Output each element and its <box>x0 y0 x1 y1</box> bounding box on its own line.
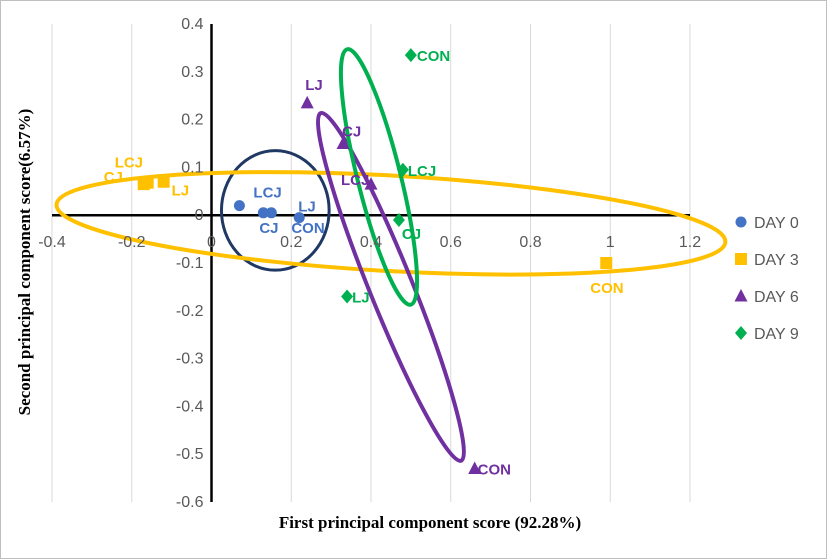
point-day-9-con <box>404 48 417 63</box>
cluster-ellipse-1 <box>54 170 728 277</box>
point-label: LJ <box>305 77 323 94</box>
y-tick-label: 0.2 <box>181 112 203 129</box>
point-label: CJ <box>402 226 421 243</box>
point-label: LJ <box>352 289 370 306</box>
cluster-ellipses <box>54 47 728 463</box>
x-tick-label: 0.4 <box>360 234 382 251</box>
point-label: LJ <box>298 199 316 216</box>
point-label: LCJ <box>341 172 369 189</box>
point-day-6-lj <box>300 95 314 109</box>
y-tick-label: -0.5 <box>176 446 204 463</box>
y-tick-label: 0 <box>195 207 204 224</box>
point-label: CJ <box>342 124 361 141</box>
point-day-0-cj <box>257 207 269 219</box>
x-tick-label: 0.2 <box>280 234 302 251</box>
point-label: CON <box>417 48 450 65</box>
cluster-ellipse-2 <box>315 110 466 463</box>
x-tick-label: 0.8 <box>519 234 541 251</box>
legend-marker <box>734 289 748 302</box>
grid-layer <box>51 24 691 502</box>
x-tick-label: -0.4 <box>38 234 66 251</box>
cluster-ellipse-0 <box>219 149 331 272</box>
point-label: CJ <box>259 220 278 237</box>
y-axis-title: Second principal component score(6.57%) <box>15 109 34 416</box>
legend-marker <box>735 253 747 265</box>
point-day-0-lcj <box>233 200 245 212</box>
point-label: LJ <box>172 183 190 200</box>
point-day-9-cj <box>392 212 405 227</box>
y-tick-label: 0.4 <box>181 16 203 33</box>
legend: DAY 0 DAY 3 DAY 6 DAY 9 <box>734 215 799 343</box>
point-day-6-cj <box>336 136 350 149</box>
point-day-9-lcj <box>396 162 409 177</box>
point-label: CON <box>590 280 623 297</box>
legend-marker <box>735 216 747 228</box>
point-label: CJ <box>104 169 123 186</box>
tick-labels: -0.4 -0.2 0 0.2 0.4 0.6 0.8 1 1.20.40.30.20.10-0… <box>38 16 701 511</box>
x-tick-label: 1.2 <box>679 234 701 251</box>
point-label: CON <box>478 462 511 479</box>
data-points <box>137 48 613 475</box>
legend-entry: DAY 9 <box>754 326 799 343</box>
axis-layer <box>52 24 690 502</box>
point-day-6-con <box>468 461 482 475</box>
point-label: LCJ <box>115 155 143 172</box>
point-day-9-lj <box>341 289 354 304</box>
y-tick-label: -0.2 <box>176 303 204 320</box>
point-day-0-con <box>265 207 277 219</box>
point-day-3-lcj <box>141 176 154 189</box>
point-day-3-con <box>600 257 613 269</box>
legend-entry: DAY 0 <box>754 215 799 232</box>
point-day-3-lj <box>157 175 170 188</box>
y-tick-label: -0.3 <box>176 351 204 368</box>
y-tick-label: 0.1 <box>181 159 203 176</box>
point-day-6-lcj <box>364 177 378 190</box>
point-label: LCJ <box>253 185 281 202</box>
legend-marker <box>735 326 747 340</box>
legend-entry: DAY 6 <box>754 289 799 306</box>
y-tick-label: 0.3 <box>181 64 203 81</box>
x-tick-label: 1 <box>606 234 615 251</box>
y-tick-label: -0.6 <box>176 494 204 511</box>
x-tick-label: 0 <box>207 234 216 251</box>
x-tick-label: -0.2 <box>118 234 146 251</box>
point-label: LCJ <box>408 163 436 180</box>
x-tick-label: 0.6 <box>440 234 462 251</box>
y-tick-label: -0.1 <box>176 255 204 272</box>
point-label: CON <box>291 220 324 237</box>
x-axis-title: First principal component score (92.28%) <box>279 513 581 532</box>
y-tick-label: -0.4 <box>176 398 204 415</box>
legend-entry: DAY 3 <box>754 252 799 269</box>
point-day-0-lj <box>293 212 305 224</box>
